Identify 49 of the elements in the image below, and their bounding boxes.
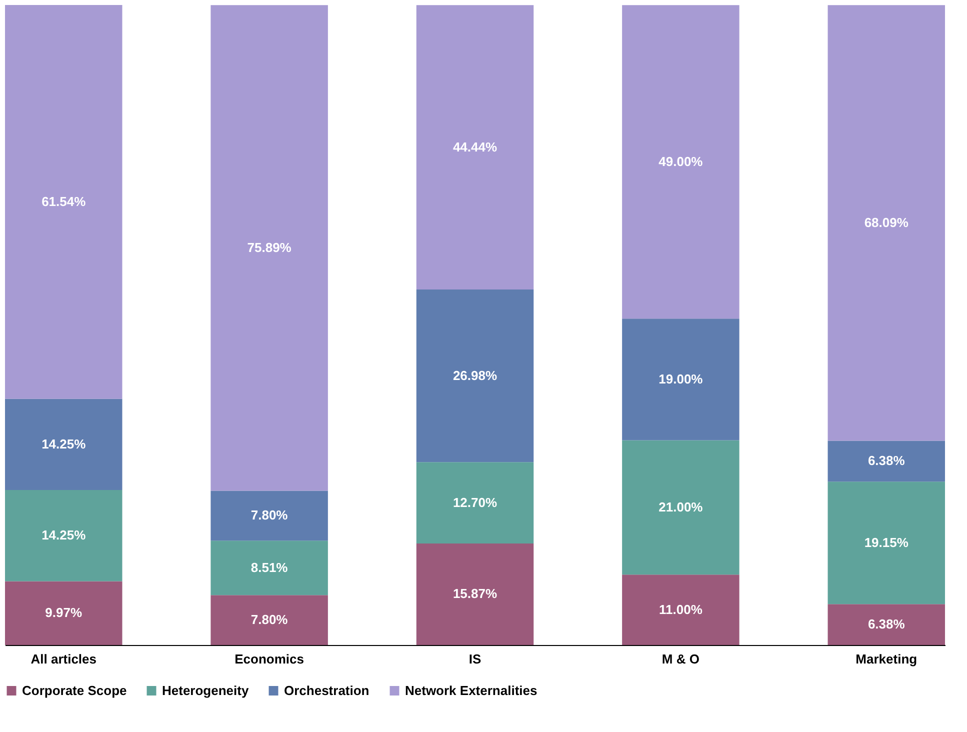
bar [210,5,328,491]
x-tick-label: M & O [662,652,700,666]
data-label: 49.00% [658,154,704,169]
data-label: 68.09% [864,214,909,230]
bar [5,490,122,582]
bar [210,490,328,541]
legend-label: Network Externalities [405,682,538,698]
bar [5,398,122,490]
data-label: 7.80% [250,508,288,523]
bar [210,540,328,596]
bar [622,318,740,440]
bar [416,290,534,462]
data-label: 44.44% [452,139,498,154]
data-label: 19.15% [864,534,909,550]
bar [416,5,534,290]
bar [5,5,122,399]
data-label: 11.00% [659,602,703,617]
data-label: 75.89% [247,240,292,255]
x-tick-label: Economics [234,652,304,666]
data-label: 9.97% [45,605,82,620]
x-tick-label: IS [468,652,482,666]
legend-label: Heterogeneity [162,682,250,698]
x-tick-label: All articles [30,652,97,666]
legend-label: Corporate Scope [22,682,127,698]
bar [828,482,945,604]
data-label: 61.54% [42,194,86,209]
x-tick-label: Marketing [856,652,918,666]
data-label: 21.00% [658,499,704,514]
bar [5,581,122,645]
data-label: 12.70% [452,494,498,510]
data-label: 14.25% [42,436,86,452]
bar [622,440,740,575]
data-label: 15.87% [452,586,498,602]
data-label: 6.38% [868,616,906,632]
data-label: 14.25% [42,528,86,543]
legend-label: Orchestration [284,682,370,698]
data-label: 26.98% [452,368,498,383]
data-label: 19.00% [658,371,704,386]
bar [416,543,534,645]
data-label: 7.80% [250,612,288,628]
bar [828,440,945,482]
bar [828,604,945,645]
bar [622,574,740,645]
bar [210,595,328,645]
data-label: 8.51% [250,560,288,575]
bar [622,5,740,319]
bar [416,462,534,544]
bar [828,5,945,441]
data-label: 6.38% [868,453,906,468]
